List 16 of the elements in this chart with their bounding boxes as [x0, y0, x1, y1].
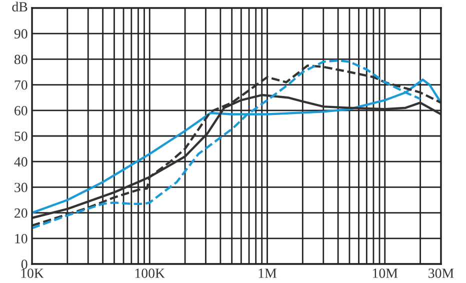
y-tick-label: 70 — [14, 80, 28, 90]
y-tick-label: 40 — [14, 157, 28, 167]
x-tick-label: 1M — [258, 268, 276, 278]
x-tick-label: 30M — [428, 268, 454, 278]
y-tick-label: 0 — [21, 260, 28, 269]
y-tick-label: 10 — [15, 234, 28, 244]
y-tick-label: 90 — [14, 29, 28, 39]
y-tick-label: 50 — [14, 132, 28, 141]
x-tick-label: 10K — [21, 268, 44, 278]
x-tick-label: 100K — [135, 268, 165, 278]
y-tick-label: 30 — [14, 182, 28, 192]
y-tick-label: 20 — [14, 208, 28, 218]
x-tick-label: 10M — [372, 268, 398, 278]
y-tick-label: 60 — [14, 106, 28, 116]
y-tick-label: 80 — [14, 54, 28, 64]
y-axis-title: dB — [12, 2, 28, 12]
